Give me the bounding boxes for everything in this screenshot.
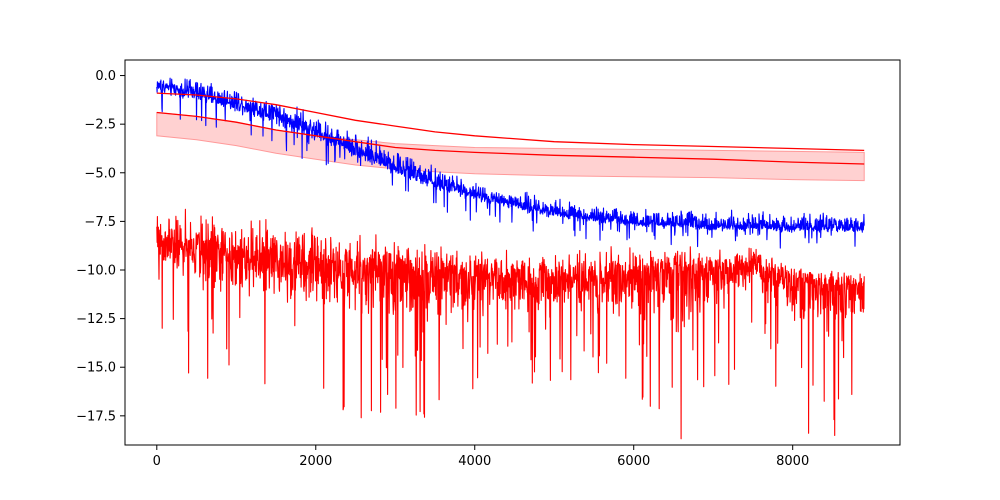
series-1-line (156, 208, 865, 440)
y-tick-label: −12.5 (76, 312, 116, 327)
x-axis: 0 2000 4000 6000 8000 (153, 445, 809, 469)
series-2-line (156, 92, 865, 152)
x-tick-label: 0 (153, 454, 161, 469)
series-0-line (156, 77, 865, 249)
x-tick-label: 6000 (617, 454, 650, 469)
y-axis: 0.0 −2.5 −5.0 −7.5 −10.0 −12.5 −15.0 −17.5 (76, 69, 125, 424)
y-tick-label: 0.0 (95, 69, 116, 84)
x-tick-label: 4000 (458, 454, 491, 469)
series-3-line (156, 111, 865, 165)
plot-frame (124, 59, 901, 446)
y-tick-label: −2.5 (84, 118, 116, 133)
y-tick-label: −5.0 (84, 166, 116, 181)
x-tick-label: 8000 (776, 454, 809, 469)
series-layer (156, 77, 865, 440)
x-tick-label: 2000 (299, 454, 332, 469)
y-tick-label: −15.0 (76, 361, 116, 376)
y-tick-label: −17.5 (76, 409, 116, 424)
y-tick-label: −10.0 (76, 264, 116, 279)
y-tick-label: −7.5 (84, 215, 116, 230)
